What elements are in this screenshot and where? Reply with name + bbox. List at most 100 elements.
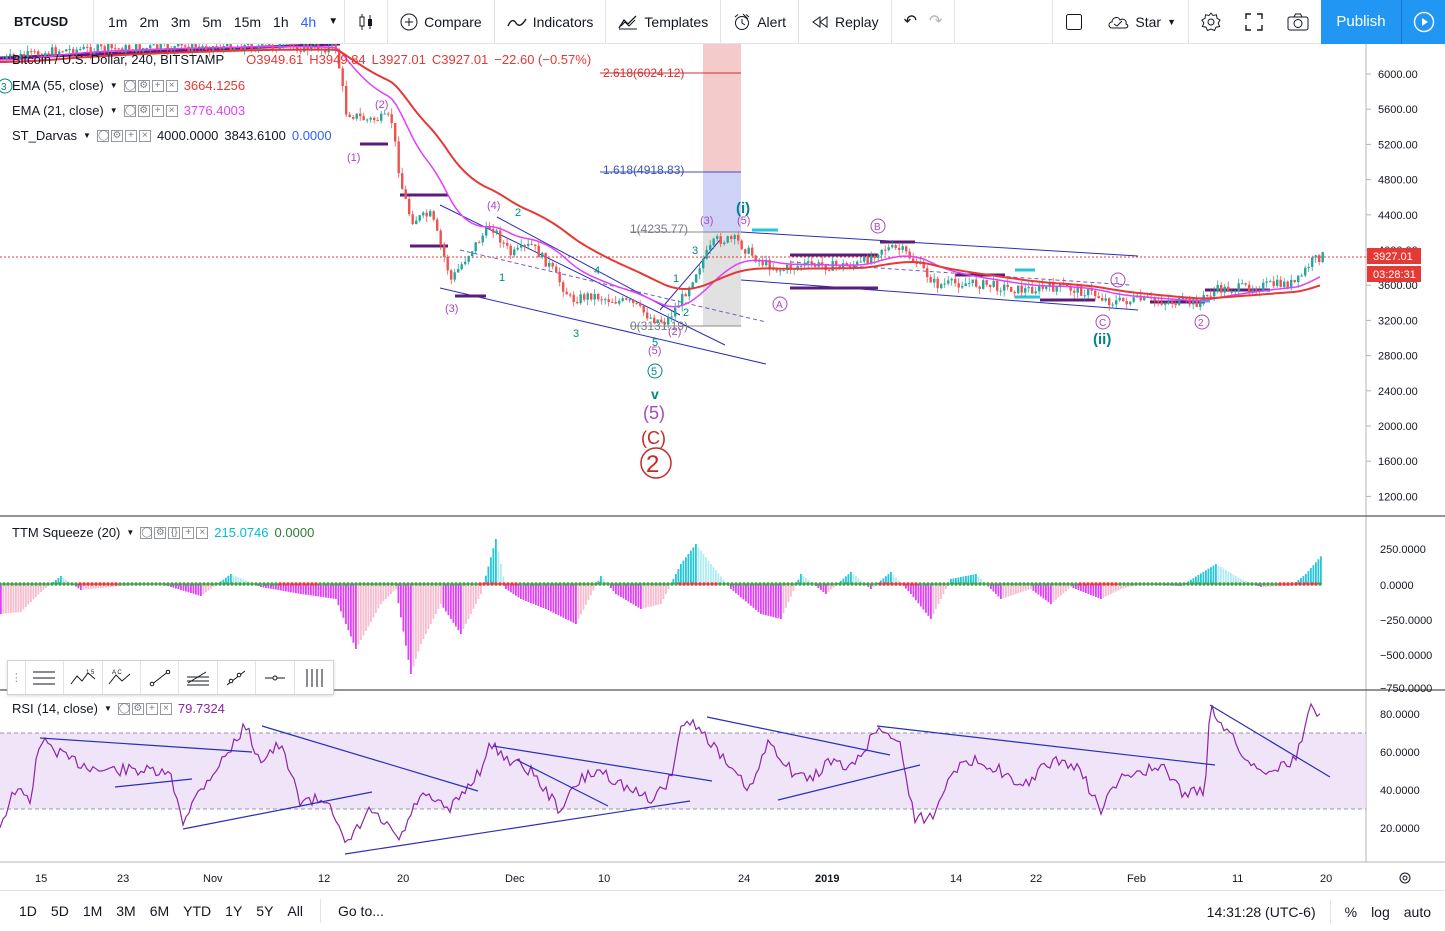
fullscreen-button[interactable] — [1233, 0, 1275, 44]
plus-icon[interactable]: + — [151, 104, 164, 117]
log-toggle[interactable]: log — [1371, 903, 1390, 920]
close-icon[interactable]: × — [165, 79, 178, 92]
range-ytd[interactable]: YTD — [183, 903, 212, 919]
plus-icon[interactable]: + — [182, 526, 195, 539]
percent-toggle[interactable]: % — [1344, 903, 1358, 920]
range-6m[interactable]: 6M — [149, 903, 170, 919]
tool-elliott-numbers[interactable]: 1 5 — [64, 661, 103, 694]
goto-button[interactable]: Go to... — [337, 903, 384, 919]
plus-icon[interactable]: + — [124, 129, 137, 142]
darvas-legend[interactable]: ST_Darvas ▼ ◯ ⚙ + × 4000.0000 3843.6100 0.0… — [12, 128, 332, 143]
ttm-bar — [20, 584, 22, 612]
templates-button[interactable]: Templates — [606, 0, 720, 44]
range-1y[interactable]: 1Y — [225, 903, 243, 919]
legend-controls[interactable]: ◯ ⚙{} + × — [140, 526, 209, 539]
compare-button[interactable]: Compare — [388, 0, 494, 44]
tool-trend-line[interactable] — [141, 661, 180, 694]
candle-body — [159, 44, 162, 50]
redo-button[interactable]: ↷ — [929, 0, 954, 44]
legend-controls[interactable]: ◯ ⚙ + × — [123, 104, 178, 117]
tool-horizontal-ray[interactable] — [256, 661, 295, 694]
main-legend[interactable]: Bitcoin / U.S. Dollar, 240, BITSTAMP O39… — [12, 52, 591, 67]
ttm-bar — [310, 584, 312, 596]
close-icon[interactable]: × — [138, 129, 151, 142]
close-icon[interactable]: × — [196, 526, 209, 539]
legend-controls[interactable]: ◯ ⚙ + × — [117, 702, 172, 715]
interval-2m[interactable]: 2m — [139, 13, 159, 30]
ttm-dot — [494, 582, 498, 586]
legend-controls[interactable]: ◯ ⚙ + × — [96, 129, 151, 142]
ttm-dot — [598, 582, 602, 586]
code-icon[interactable]: {} — [168, 526, 181, 539]
ttm-bar — [905, 584, 907, 589]
interval-4h[interactable]: 4h — [300, 13, 317, 30]
eye-icon[interactable]: ◯ — [140, 526, 153, 539]
candle-body — [1251, 289, 1254, 293]
ttm-bar — [330, 584, 332, 599]
ttm-legend[interactable]: TTM Squeeze (20) ▼ ◯ ⚙{} + × 215.0746 0.000… — [12, 525, 314, 540]
ttm-bar — [652, 584, 655, 606]
publish-menu-button[interactable] — [1401, 0, 1445, 44]
ttm-dot — [474, 582, 478, 586]
gear-icon[interactable]: ⚙ — [137, 104, 150, 117]
range-1m[interactable]: 1M — [82, 903, 103, 919]
drag-handle[interactable]: ⋮ — [8, 661, 26, 694]
chart-canvas[interactable]: 2.618(6024.12) 1.618(4918.83) 1(4235.77)… — [0, 44, 1445, 890]
interval-5m[interactable]: 5m — [202, 13, 222, 30]
range-all[interactable]: All — [287, 903, 303, 919]
ttm-bar — [645, 584, 647, 608]
interval-1h[interactable]: 1h — [273, 13, 289, 30]
clock[interactable]: 14:31:28 (UTC-6) — [1206, 903, 1316, 920]
gear-icon[interactable]: ⚙ — [137, 79, 150, 92]
plus-icon[interactable]: + — [151, 79, 164, 92]
publish-button[interactable]: Publish — [1321, 0, 1401, 44]
gear-icon[interactable]: ⚙ — [154, 526, 167, 539]
settings-button[interactable] — [1189, 0, 1233, 44]
interval-15m[interactable]: 15m — [233, 13, 262, 30]
indicators-button[interactable]: Indicators — [495, 0, 606, 44]
chart-type-button[interactable] — [345, 0, 387, 44]
gear-icon[interactable]: ⚙ — [110, 129, 123, 142]
tool-ray[interactable] — [218, 661, 257, 694]
range-5d[interactable]: 5D — [50, 903, 69, 919]
tool-vertical-lines[interactable] — [295, 661, 333, 694]
alert-button[interactable]: Alert — [721, 0, 798, 44]
eye-icon[interactable]: ◯ — [123, 104, 136, 117]
star-button[interactable]: Star ▼ — [1095, 0, 1188, 44]
tool-horizontal-lines[interactable] — [26, 661, 65, 694]
interval-1m[interactable]: 1m — [108, 13, 128, 30]
ttm-bar — [565, 584, 567, 619]
plus-icon[interactable]: + — [145, 702, 158, 715]
close-icon[interactable]: × — [159, 702, 172, 715]
candle-body — [747, 247, 750, 254]
eye-icon[interactable]: ◯ — [123, 79, 136, 92]
interval-3m[interactable]: 3m — [170, 13, 191, 30]
candle-body — [170, 49, 173, 51]
candle-body — [933, 278, 936, 283]
ema55-legend[interactable]: EMA (55, close) ▼ ◯ ⚙ + × 3664.1256 — [12, 78, 245, 93]
candle-body — [642, 305, 645, 313]
auto-toggle[interactable]: auto — [1403, 903, 1431, 920]
ema21-legend[interactable]: EMA (21, close) ▼ ◯ ⚙ + × 3776.4003 — [12, 103, 245, 118]
fullscreen-box-button[interactable] — [1053, 0, 1095, 44]
eye-icon[interactable]: ◯ — [96, 129, 110, 142]
symbol-search[interactable]: BTCUSD — [0, 0, 94, 44]
close-icon[interactable]: × — [165, 104, 178, 117]
ttm-bar — [1235, 576, 1237, 584]
replay-button[interactable]: Replay — [799, 0, 891, 44]
undo-button[interactable]: ↶ — [892, 0, 929, 44]
ttm-bar — [1227, 571, 1230, 584]
range-1d[interactable]: 1D — [19, 903, 37, 919]
tool-elliott-abc[interactable]: A C — [103, 661, 141, 694]
rsi-legend[interactable]: RSI (14, close) ▼ ◯ ⚙ + × 79.7324 — [12, 701, 225, 716]
ttm-bar — [865, 584, 867, 585]
snapshot-button[interactable] — [1275, 0, 1321, 44]
range-3m[interactable]: 3M — [116, 903, 136, 919]
tool-fib[interactable] — [179, 661, 218, 694]
interval-dropdown[interactable]: ▼ — [322, 0, 344, 44]
drawing-toolbar[interactable]: ⋮ 1 5 A C — [7, 660, 334, 695]
gear-icon[interactable]: ⚙ — [131, 702, 144, 715]
eye-icon[interactable]: ◯ — [117, 702, 131, 715]
legend-controls[interactable]: ◯ ⚙ + × — [123, 79, 178, 92]
range-5y[interactable]: 5Y — [256, 903, 274, 919]
